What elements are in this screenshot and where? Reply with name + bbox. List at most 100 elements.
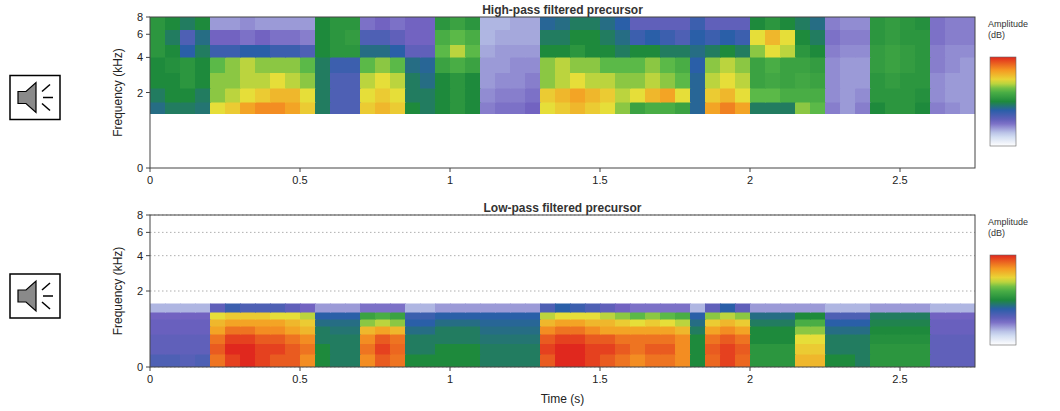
heatmap-cell bbox=[510, 57, 525, 72]
heatmap-cell bbox=[225, 326, 240, 334]
heatmap-cell bbox=[330, 57, 345, 72]
x-tick bbox=[300, 168, 301, 172]
heatmap-cell bbox=[420, 319, 435, 326]
heatmap-cell bbox=[390, 326, 405, 334]
heatmap-cell bbox=[375, 30, 390, 45]
heatmap-cell bbox=[675, 73, 690, 88]
heatmap-cell bbox=[375, 17, 390, 30]
heatmap-cell bbox=[390, 30, 405, 45]
heatmap-cell bbox=[315, 319, 330, 326]
heatmap-cell bbox=[705, 334, 720, 343]
heatmap-cell bbox=[420, 88, 435, 102]
heatmap-cell bbox=[930, 57, 945, 72]
heatmap-cell bbox=[315, 326, 330, 334]
heatmap-cell bbox=[270, 57, 285, 72]
heatmap-cell bbox=[675, 17, 690, 30]
heatmap-cell bbox=[150, 304, 165, 313]
heatmap-cell bbox=[150, 30, 165, 45]
heatmap-cell bbox=[435, 344, 450, 355]
heatmap-cell bbox=[825, 334, 840, 343]
y-tick-label: 6 bbox=[137, 226, 143, 238]
sound-wave bbox=[42, 104, 50, 111]
heatmap-cell bbox=[780, 344, 795, 355]
heatmap-cell bbox=[825, 102, 840, 113]
heatmap-cell bbox=[915, 326, 930, 334]
heatmap-cell bbox=[255, 30, 270, 45]
heatmap-cell bbox=[375, 102, 390, 113]
heatmap-cell bbox=[930, 30, 945, 45]
heatmap-cell bbox=[600, 57, 615, 72]
x-tick bbox=[150, 168, 151, 172]
heatmap-cell bbox=[480, 354, 495, 367]
heatmap-cell bbox=[510, 45, 525, 58]
heatmap-cell bbox=[405, 30, 420, 45]
heatmap-cell bbox=[480, 319, 495, 326]
heatmap-cell bbox=[720, 326, 735, 334]
heatmap-cell bbox=[915, 17, 930, 30]
heatmap-cell bbox=[870, 45, 885, 58]
heatmap-cell bbox=[750, 73, 765, 88]
heatmap-cell bbox=[330, 334, 345, 343]
x-tick bbox=[750, 168, 751, 172]
heatmap-cell bbox=[720, 17, 735, 30]
heatmap-cell bbox=[825, 88, 840, 102]
speaker-box bbox=[10, 76, 60, 120]
heatmap-cell bbox=[750, 88, 765, 102]
heatmap-cell bbox=[270, 344, 285, 355]
heatmap-cell bbox=[960, 304, 975, 313]
heatmap-cell bbox=[345, 354, 360, 367]
heatmap-cell bbox=[780, 17, 795, 30]
heatmap-cell bbox=[345, 30, 360, 45]
heatmap-cell bbox=[750, 45, 765, 58]
heatmap-cell bbox=[675, 30, 690, 45]
heatmap-cell bbox=[960, 45, 975, 58]
heatmap-cell bbox=[270, 30, 285, 45]
heatmap-cell bbox=[930, 45, 945, 58]
heatmap-cell bbox=[255, 73, 270, 88]
heatmap-cell bbox=[465, 334, 480, 343]
heatmap-cell bbox=[660, 88, 675, 102]
heatmap-cell bbox=[510, 334, 525, 343]
heatmap-cell bbox=[345, 17, 360, 30]
heatmap-cell bbox=[165, 334, 180, 343]
heatmap-cell bbox=[255, 326, 270, 334]
heatmap-cell bbox=[660, 73, 675, 88]
panel-title: High-pass filtered precursor bbox=[482, 3, 643, 17]
heatmap-cell bbox=[795, 354, 810, 367]
heatmap-cell bbox=[285, 326, 300, 334]
x-tick bbox=[450, 168, 451, 172]
heatmap-cell bbox=[675, 45, 690, 58]
heatmap-cell bbox=[840, 344, 855, 355]
heatmap-cell bbox=[600, 88, 615, 102]
heatmap-cell bbox=[255, 45, 270, 58]
heatmap-cell bbox=[360, 304, 375, 313]
heatmap-cell bbox=[630, 326, 645, 334]
x-tick-label: 1.5 bbox=[592, 373, 607, 385]
heatmap-cell bbox=[630, 319, 645, 326]
heatmap-cell bbox=[735, 334, 750, 343]
heatmap-cell bbox=[540, 17, 555, 30]
heatmap-cell bbox=[225, 30, 240, 45]
heatmap-cell bbox=[795, 304, 810, 313]
heatmap-cell bbox=[585, 312, 600, 319]
heatmap-cell bbox=[255, 334, 270, 343]
heatmap-cell bbox=[300, 102, 315, 113]
heatmap-cell bbox=[375, 326, 390, 334]
heatmap-cell bbox=[615, 102, 630, 113]
heatmap-cell bbox=[945, 354, 960, 367]
y-tick bbox=[146, 168, 150, 169]
heatmap-cell bbox=[375, 354, 390, 367]
heatmap-cell bbox=[450, 354, 465, 367]
heatmap-cell bbox=[885, 319, 900, 326]
heatmap-cell bbox=[930, 326, 945, 334]
heatmap-cell bbox=[420, 344, 435, 355]
heatmap-cell bbox=[480, 57, 495, 72]
heatmap-cell bbox=[945, 17, 960, 30]
heatmap-cell bbox=[810, 88, 825, 102]
heatmap-cell bbox=[270, 88, 285, 102]
heatmap-cell bbox=[600, 45, 615, 58]
heatmap-cell bbox=[180, 102, 195, 113]
heatmap-cell bbox=[405, 312, 420, 319]
heatmap-cell bbox=[525, 17, 540, 30]
heatmap-cell bbox=[390, 88, 405, 102]
